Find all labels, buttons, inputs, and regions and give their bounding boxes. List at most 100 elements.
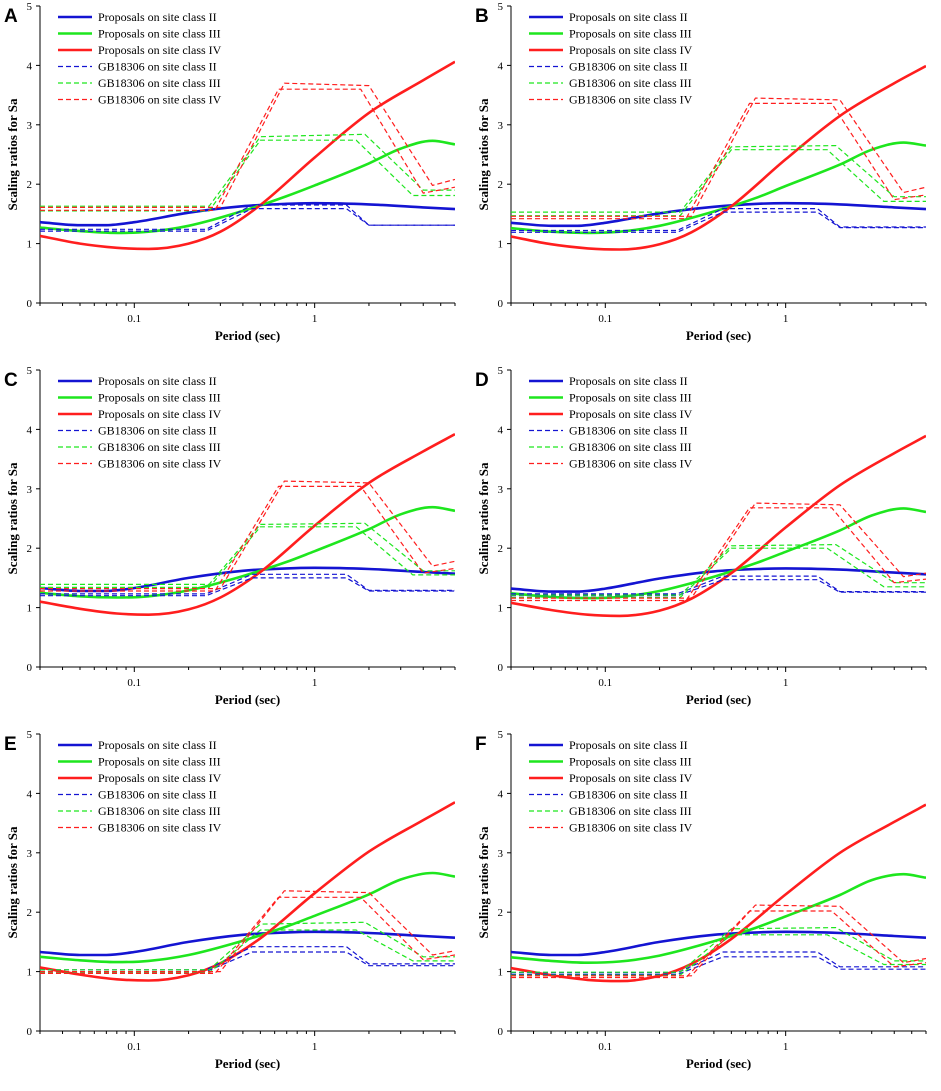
chart-svg-b: 0 1 2 3 4 5 0.1 1 Period (sec) Scaling ratios for… <box>475 1 927 343</box>
chart-svg-a: 0 1 2 3 4 5 0.1 1 Period (sec) Scaling ratios for… <box>4 1 456 343</box>
chart-b-series-line-1 <box>511 141 926 235</box>
chart-e-series-line-2 <box>40 801 455 982</box>
chart-c-y-tick-label: 0 <box>27 662 33 674</box>
chart-d-legend-label: Proposals on site class III <box>569 391 692 405</box>
chart-panel-e: 0 1 2 3 4 5 0.1 1 Period (sec) Scaling ratios for… <box>0 728 470 1091</box>
chart-b-legend-label: GB18306 on site class III <box>569 76 692 90</box>
chart-panel-b: 0 1 2 3 4 5 0.1 1 Period (sec) Scaling ratios for… <box>471 0 941 363</box>
chart-e-legend-label: GB18306 on site class IV <box>98 821 222 835</box>
chart-c-series-line-3 <box>40 577 455 597</box>
chart-b-legend-label: Proposals on site class IV <box>569 43 693 57</box>
chart-a-series-line-3 <box>40 208 455 232</box>
chart-e-y-tick-label: 3 <box>27 848 33 860</box>
chart-b-y-tick-label: 4 <box>498 60 504 72</box>
chart-a-series-line-4 <box>40 204 455 230</box>
chart-f-series-line-6 <box>511 927 926 973</box>
chart-b-series-line-7 <box>511 102 926 220</box>
chart-f-panel-letter: F <box>475 734 487 755</box>
chart-b-x-axis-title: Period (sec) <box>686 328 751 343</box>
chart-e-series-line-7 <box>40 896 455 974</box>
chart-e-series-line-6 <box>40 921 455 971</box>
chart-d-y-tick-label: 5 <box>498 365 504 377</box>
chart-panel-a: 0 1 2 3 4 5 0.1 1 Period (sec) Scaling ratios for… <box>0 0 470 363</box>
chart-c-legend-label: GB18306 on site class II <box>98 424 217 438</box>
chart-e-y-tick-label: 5 <box>27 729 33 741</box>
chart-c-legend-label: GB18306 on site class III <box>98 440 221 454</box>
chart-e-x-axis-title: Period (sec) <box>215 1056 280 1071</box>
chart-d-legend-label: GB18306 on site class II <box>569 424 688 438</box>
chart-e-y-tick-label: 0 <box>27 1026 33 1038</box>
chart-f-y-axis-title: Scaling ratios for Sa <box>476 826 491 939</box>
chart-d-y-tick-label: 2 <box>498 543 504 555</box>
chart-d-x-tick-label: 1 <box>783 677 789 689</box>
chart-c-legend-label: Proposals on site class IV <box>98 407 222 421</box>
chart-c-legend-label: Proposals on site class II <box>98 374 217 388</box>
chart-e-series-line-0 <box>40 930 455 957</box>
chart-a-series-line-0 <box>40 201 455 227</box>
chart-c-x-tick-label: 1 <box>312 677 318 689</box>
chart-e-y-tick-label: 2 <box>27 907 33 919</box>
chart-f-legend-label: Proposals on site class IV <box>569 771 693 785</box>
chart-e-series-line-8 <box>40 890 455 973</box>
chart-b-legend-label: Proposals on site class II <box>569 10 688 24</box>
chart-c-panel-letter: C <box>4 370 18 391</box>
chart-b-x-tick-label: 0.1 <box>598 313 612 325</box>
chart-a-series-line-2 <box>40 60 455 251</box>
chart-e-y-axis-title: Scaling ratios for Sa <box>5 826 20 939</box>
chart-f-y-tick-label: 1 <box>498 967 504 979</box>
chart-f-y-tick-label: 4 <box>498 788 504 800</box>
chart-f-y-tick-label: 0 <box>498 1026 504 1038</box>
chart-f-series-line-0 <box>511 930 926 957</box>
chart-a-y-tick-label: 5 <box>27 1 33 13</box>
chart-a-legend-label: Proposals on site class IV <box>98 43 222 57</box>
chart-b-legend-label: Proposals on site class III <box>569 27 692 41</box>
chart-c-series-line-2 <box>40 433 455 616</box>
chart-c-y-axis-title: Scaling ratios for Sa <box>5 462 20 575</box>
chart-a-y-axis-title: Scaling ratios for Sa <box>5 98 20 211</box>
chart-panel-d: 0 1 2 3 4 5 0.1 1 Period (sec) Scaling ratios for… <box>471 364 941 727</box>
chart-b-legend-label: GB18306 on site class II <box>569 60 688 74</box>
chart-c-series-line-1 <box>40 505 455 599</box>
chart-a-series-line-7 <box>40 88 455 211</box>
chart-f-x-axis-title: Period (sec) <box>686 1056 751 1071</box>
chart-d-y-tick-label: 3 <box>498 484 504 496</box>
chart-c-y-tick-label: 3 <box>27 484 33 496</box>
chart-e-x-tick-label: 1 <box>312 1041 318 1053</box>
chart-d-y-tick-label: 4 <box>498 424 504 436</box>
chart-d-y-tick-label: 0 <box>498 662 504 674</box>
chart-e-legend-label: Proposals on site class III <box>98 755 221 769</box>
chart-b-y-tick-label: 2 <box>498 179 504 191</box>
chart-b-y-tick-label: 5 <box>498 1 504 13</box>
chart-a-series-line-1 <box>40 139 455 235</box>
chart-a-legend-label: GB18306 on site class IV <box>98 93 222 107</box>
chart-a-y-tick-label: 4 <box>27 60 33 72</box>
chart-c-legend-label: GB18306 on site class IV <box>98 457 222 471</box>
chart-f-y-tick-label: 2 <box>498 907 504 919</box>
chart-c-legend-label: Proposals on site class III <box>98 391 221 405</box>
chart-e-legend-label: GB18306 on site class III <box>98 804 221 818</box>
chart-f-legend-label: GB18306 on site class III <box>569 804 692 818</box>
chart-f-series-line-2 <box>511 803 926 983</box>
chart-a-y-tick-label: 2 <box>27 179 33 191</box>
chart-e-series-line-4 <box>40 946 455 971</box>
chart-d-legend-label: Proposals on site class II <box>569 374 688 388</box>
chart-e-y-tick-label: 1 <box>27 967 33 979</box>
chart-b-series-line-6 <box>511 145 926 213</box>
chart-svg-c: 0 1 2 3 4 5 0.1 1 Period (sec) Scaling ratios for… <box>4 365 456 707</box>
chart-f-series-line-3 <box>511 956 926 976</box>
chart-d-legend-label: Proposals on site class IV <box>569 407 693 421</box>
chart-c-y-tick-label: 5 <box>27 365 33 377</box>
chart-f-x-tick-label: 0.1 <box>598 1041 612 1053</box>
chart-b-series-line-2 <box>511 64 926 251</box>
chart-c-series-line-6 <box>40 522 455 585</box>
chart-b-series-line-8 <box>511 97 926 217</box>
chart-c-series-line-4 <box>40 573 455 595</box>
chart-a-y-tick-label: 1 <box>27 239 33 251</box>
chart-b-y-tick-label: 0 <box>498 298 504 310</box>
chart-b-y-tick-label: 3 <box>498 120 504 132</box>
chart-b-y-axis-title: Scaling ratios for Sa <box>476 98 491 211</box>
chart-d-series-line-4 <box>511 575 926 595</box>
chart-a-x-tick-label: 1 <box>312 313 318 325</box>
chart-a-legend-label: Proposals on site class II <box>98 10 217 24</box>
chart-d-x-axis-title: Period (sec) <box>686 692 751 707</box>
